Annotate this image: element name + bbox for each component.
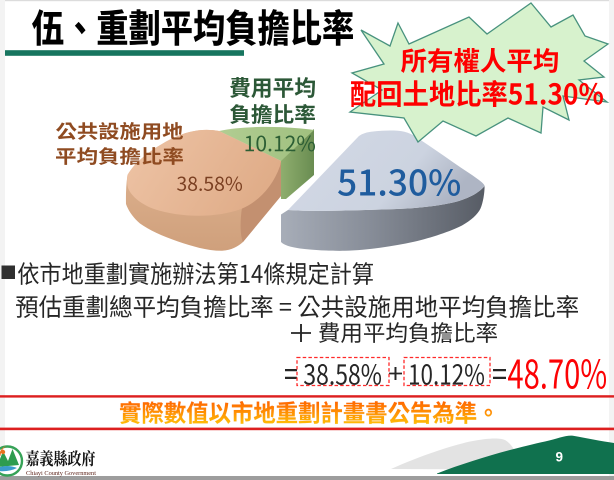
svg-text:Chiayi County Government: Chiayi County Government: [26, 470, 96, 477]
svg-text:9: 9: [556, 450, 564, 465]
